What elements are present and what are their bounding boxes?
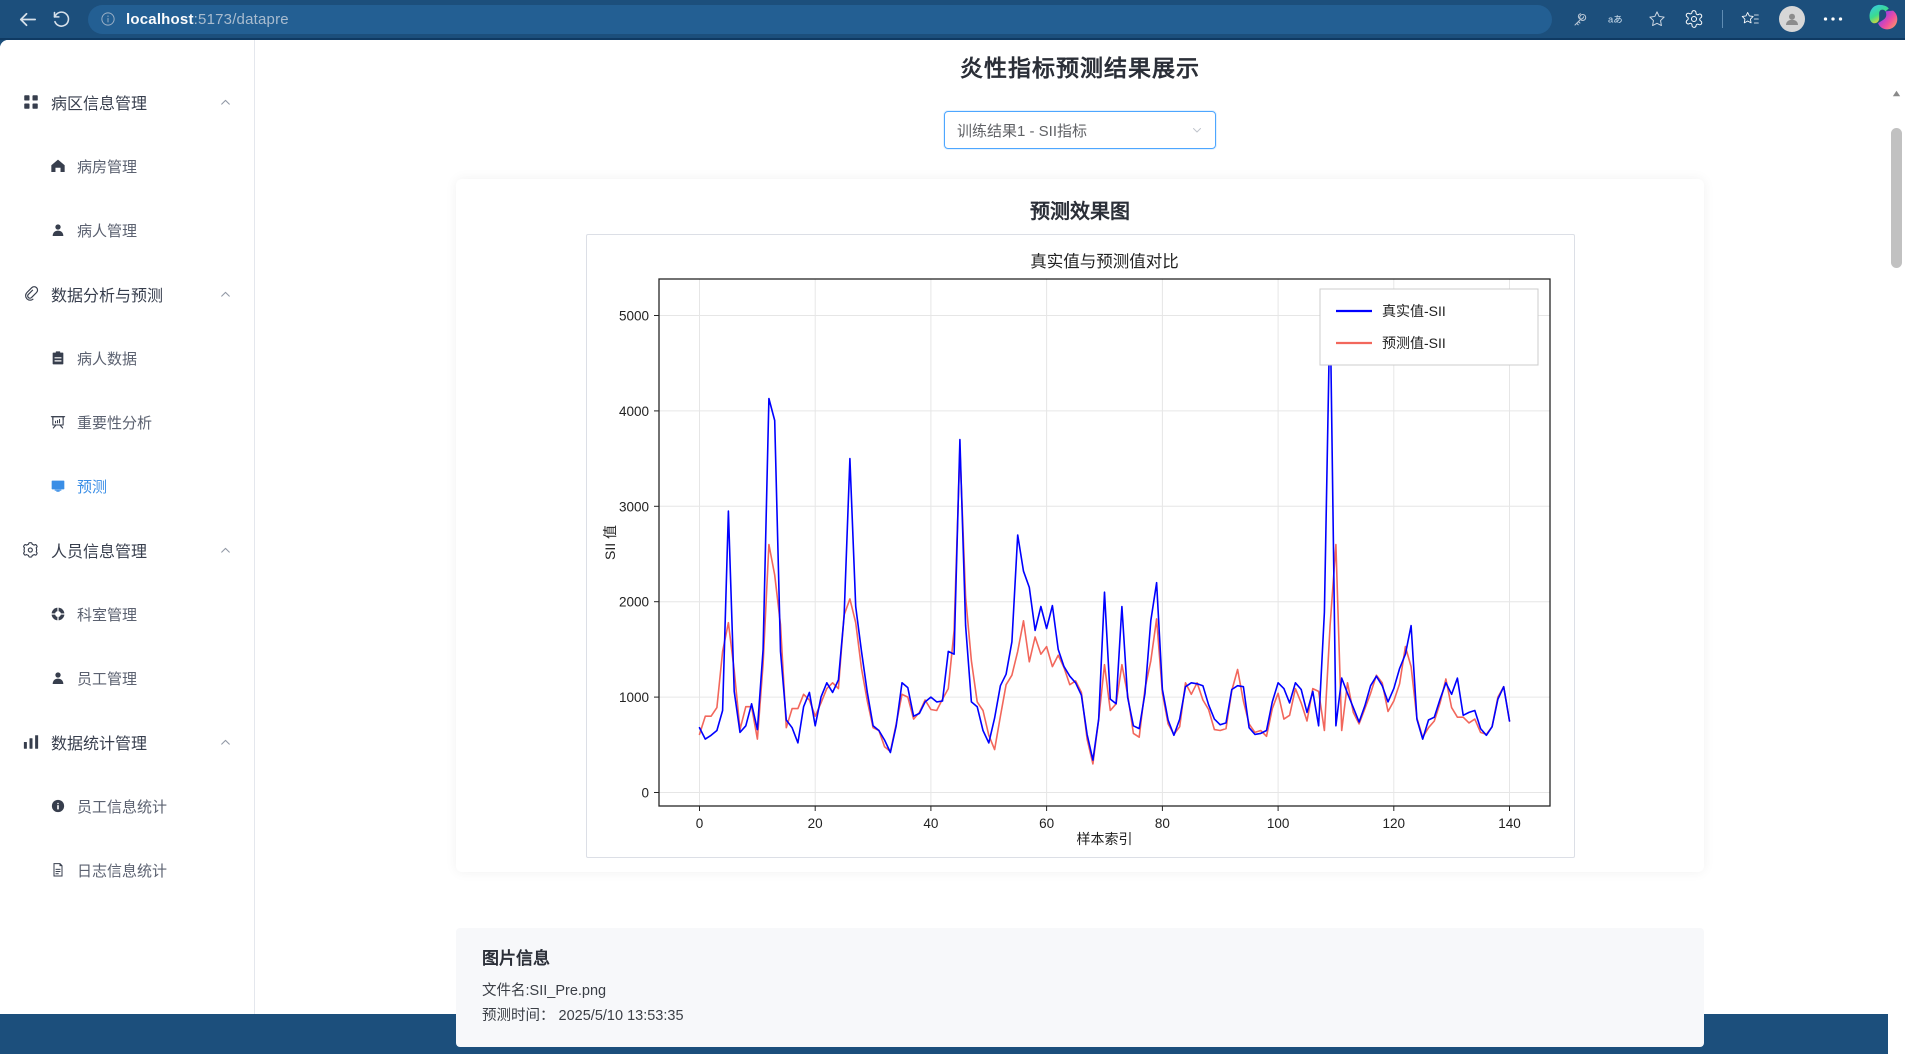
svg-text:20: 20 xyxy=(807,816,822,831)
svg-text:1000: 1000 xyxy=(618,690,648,705)
svg-text:0: 0 xyxy=(695,816,703,831)
svg-text:样本索引: 样本索引 xyxy=(1076,831,1132,847)
svg-text:100: 100 xyxy=(1266,816,1289,831)
svg-text:aあ: aあ xyxy=(1608,14,1623,24)
svg-text:120: 120 xyxy=(1382,816,1405,831)
svg-text:SII 值: SII 值 xyxy=(602,525,618,560)
svg-text:真实值-SII: 真实值-SII xyxy=(1382,303,1446,319)
svg-text:80: 80 xyxy=(1154,816,1169,831)
svg-text:4000: 4000 xyxy=(618,404,648,419)
svg-text:0: 0 xyxy=(641,786,649,801)
svg-text:60: 60 xyxy=(1039,816,1054,831)
svg-text:真实值与预测值对比: 真实值与预测值对比 xyxy=(1030,252,1179,271)
svg-text:3000: 3000 xyxy=(618,499,648,514)
svg-text:140: 140 xyxy=(1498,816,1521,831)
svg-text:40: 40 xyxy=(923,816,938,831)
svg-text:2000: 2000 xyxy=(618,595,648,610)
svg-text:5000: 5000 xyxy=(618,309,648,324)
svg-text:预测值-SII: 预测值-SII xyxy=(1382,335,1446,351)
